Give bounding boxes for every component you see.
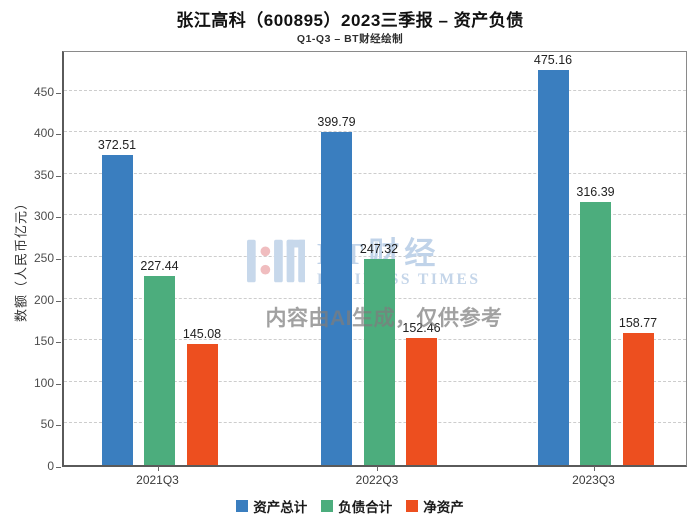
legend-swatch — [236, 500, 249, 512]
x-tick-label: 2021Q3 — [136, 473, 179, 487]
y-tick-mark — [56, 300, 61, 302]
bar-value-label: 227.44 — [140, 258, 179, 273]
legend-item: 资产总计 — [236, 496, 307, 516]
bar-value-label: 475.16 — [533, 52, 573, 67]
y-tick-mark — [56, 217, 61, 219]
legend-item: 负债合计 — [321, 496, 392, 516]
y-tick-label: 50 — [40, 417, 54, 432]
y-tick-label: 300 — [33, 209, 54, 224]
x-tick-label: 2022Q3 — [355, 473, 399, 487]
x-tick-label: 2023Q3 — [572, 473, 615, 487]
bar-2021Q3-净资产 — [186, 344, 218, 465]
x-tick-mark — [593, 466, 595, 471]
y-tick-mark — [56, 467, 61, 468]
legend-swatch — [321, 500, 334, 512]
y-tick-label: 200 — [33, 292, 54, 307]
bar-2021Q3-负债合计 — [144, 275, 175, 465]
bar-value-label: 152.46 — [402, 321, 441, 336]
chart-subtitle: Q1-Q3 – BT财经绘制 — [296, 33, 404, 45]
legend-swatch — [406, 500, 419, 512]
bar-value-label: 158.77 — [618, 315, 658, 330]
bar-2023Q3-净资产 — [622, 332, 654, 465]
y-tick-mark — [56, 92, 61, 94]
legend-item: 净资产 — [406, 496, 464, 516]
y-tick-label: 450 — [33, 84, 54, 99]
bar-2022Q3-净资产 — [406, 338, 437, 465]
bar-2021Q3-资产总计 — [101, 155, 133, 465]
gridline — [64, 256, 686, 257]
y-tick-label: 100 — [33, 375, 54, 390]
bar-value-label: 145.08 — [182, 327, 222, 342]
y-tick-label: 250 — [33, 251, 54, 265]
plot-area: BT财经 BUSINESS TIMES 372.51 227.44 145.08 39… — [62, 51, 687, 467]
y-tick-mark — [56, 134, 61, 136]
bar-value-label: 399.79 — [317, 115, 356, 130]
y-tick-label: 350 — [33, 167, 54, 182]
x-tick-mark — [377, 466, 378, 471]
y-tick-label: 400 — [33, 126, 54, 141]
y-tick-mark — [56, 259, 61, 260]
y-tick-mark — [56, 342, 61, 344]
y-tick-label: 0 — [47, 459, 54, 473]
y-tick-mark — [56, 175, 61, 177]
bar-2023Q3-负债合计 — [580, 201, 611, 465]
gridline — [64, 172, 686, 174]
bar-2023Q3-资产总计 — [537, 69, 569, 465]
y-tick-mark — [56, 383, 61, 385]
bar-2022Q3-负债合计 — [363, 259, 395, 465]
legend-label: 资产总计 — [253, 500, 308, 515]
bar-2022Q3-资产总计 — [321, 132, 352, 465]
y-tick-mark — [56, 425, 61, 427]
legend-label: 负债合计 — [338, 500, 393, 515]
bar-value-label: 247.32 — [359, 242, 399, 257]
page-title: 张江高科（600895）2023三季报 – 资产负债 — [176, 11, 524, 30]
gridline — [64, 131, 686, 133]
legend-label: 净资产 — [423, 500, 464, 515]
bar-value-label: 316.39 — [576, 184, 615, 199]
y-tick-label: 150 — [33, 334, 54, 349]
legend: 资产总计 负债合计 净资产 — [0, 496, 700, 516]
gridline — [64, 89, 686, 91]
x-tick-mark — [157, 466, 159, 471]
gridline — [64, 214, 686, 216]
bt-logo-icon — [247, 239, 305, 283]
bar-value-label: 372.51 — [97, 138, 137, 153]
